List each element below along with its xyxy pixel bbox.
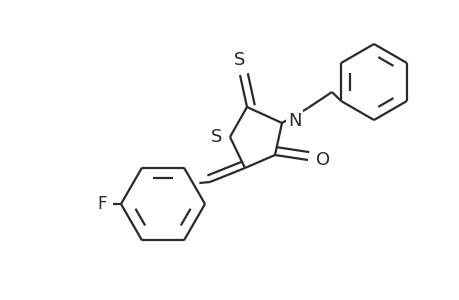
Text: S: S (210, 128, 222, 146)
Text: N: N (287, 112, 301, 130)
Text: O: O (315, 151, 330, 169)
Text: F: F (97, 195, 107, 213)
Text: S: S (234, 51, 245, 69)
